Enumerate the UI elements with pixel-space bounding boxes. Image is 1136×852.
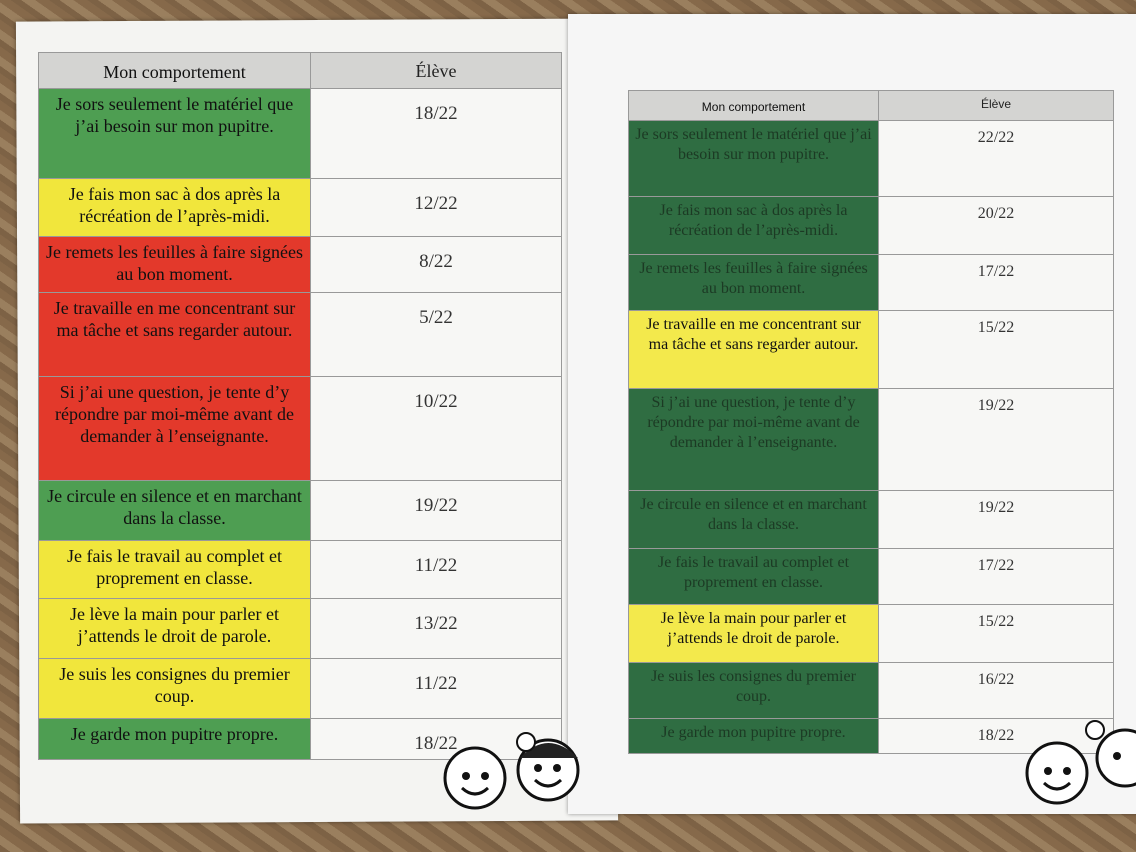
score-cell: 20/22 — [879, 197, 1113, 254]
score-cell: 10/22 — [311, 377, 561, 480]
score-cell: 19/22 — [311, 481, 561, 540]
score-cell: 11/22 — [311, 541, 561, 598]
right-behavior-table: Mon comportement Élève Je sors seulement… — [628, 90, 1114, 754]
table-header-row: Mon comportement Élève — [629, 91, 1113, 121]
table-row: Si j’ai une question, je tente d’y répon… — [629, 389, 1113, 491]
table-row: Je travaille en me concentrant sur ma tâ… — [629, 311, 1113, 389]
behavior-cell: Je travaille en me concentrant sur ma tâ… — [39, 293, 311, 376]
kids-faces-clipart-right — [1025, 720, 1136, 805]
score-cell: 17/22 — [879, 549, 1113, 604]
behavior-cell: Je sors seulement le matériel que j’ai b… — [629, 121, 879, 196]
behavior-cell: Je fais le travail au complet et proprem… — [39, 541, 311, 598]
score-cell: 5/22 — [311, 293, 561, 376]
behavior-cell: Si j’ai une question, je tente d’y répon… — [39, 377, 311, 480]
table-header-row: Mon comportement Élève — [39, 53, 561, 89]
score-cell: 11/22 — [311, 659, 561, 718]
table-row: Je fais mon sac à dos après la récréatio… — [629, 197, 1113, 255]
score-cell: 12/22 — [311, 179, 561, 236]
table-row: Si j’ai une question, je tente d’y répon… — [39, 377, 561, 481]
behavior-cell: Je travaille en me concentrant sur ma tâ… — [629, 311, 879, 388]
behavior-cell: Je fais mon sac à dos après la récréatio… — [39, 179, 311, 236]
score-cell: 15/22 — [879, 605, 1113, 662]
behavior-cell: Je circule en silence et en marchant dan… — [629, 491, 879, 548]
kids-faces-clipart-left — [443, 732, 580, 810]
behavior-cell: Je suis les consignes du premier coup. — [39, 659, 311, 718]
score-cell: 17/22 — [879, 255, 1113, 310]
behavior-cell: Je remets les feuilles à faire signées a… — [39, 237, 311, 292]
table-row: Je sors seulement le matériel que j’ai b… — [39, 89, 561, 179]
table-row: Je suis les consignes du premier coup. 11… — [39, 659, 561, 719]
behavior-cell: Je fais mon sac à dos après la récréatio… — [629, 197, 879, 254]
table-row: Je fais le travail au complet et proprem… — [629, 549, 1113, 605]
header-behavior: Mon comportement — [629, 91, 879, 120]
table-row: Je remets les feuilles à faire signées a… — [39, 237, 561, 293]
score-cell: 13/22 — [311, 599, 561, 658]
header-student: Élève — [879, 91, 1113, 120]
table-row: Je lève la main pour parler et j’attends… — [39, 599, 561, 659]
score-cell: 22/22 — [879, 121, 1113, 196]
header-behavior: Mon comportement — [39, 53, 311, 88]
left-behavior-table: Mon comportement Élève Je sors seulement… — [38, 52, 562, 760]
table-row: Je remets les feuilles à faire signées a… — [629, 255, 1113, 311]
table-row: Je suis les consignes du premier coup. 16… — [629, 663, 1113, 719]
behavior-cell: Je sors seulement le matériel que j’ai b… — [39, 89, 311, 178]
score-cell: 18/22 — [311, 89, 561, 178]
behavior-cell: Je circule en silence et en marchant dan… — [39, 481, 311, 540]
table-row: Je circule en silence et en marchant dan… — [39, 481, 561, 541]
table-row: Je garde mon pupitre propre. 18/22 — [629, 719, 1113, 753]
score-cell: 16/22 — [879, 663, 1113, 718]
table-row: Je sors seulement le matériel que j’ai b… — [629, 121, 1113, 197]
behavior-cell: Si j’ai une question, je tente d’y répon… — [629, 389, 879, 490]
score-cell: 19/22 — [879, 389, 1113, 490]
score-cell: 15/22 — [879, 311, 1113, 388]
behavior-cell: Je lève la main pour parler et j’attends… — [39, 599, 311, 658]
behavior-cell: Je lève la main pour parler et j’attends… — [629, 605, 879, 662]
table-row: Je lève la main pour parler et j’attends… — [629, 605, 1113, 663]
behavior-cell: Je fais le travail au complet et proprem… — [629, 549, 879, 604]
behavior-cell: Je suis les consignes du premier coup. — [629, 663, 879, 718]
behavior-cell: Je garde mon pupitre propre. — [629, 719, 879, 753]
table-row: Je travaille en me concentrant sur ma tâ… — [39, 293, 561, 377]
score-cell: 8/22 — [311, 237, 561, 292]
table-row: Je fais le travail au complet et proprem… — [39, 541, 561, 599]
behavior-cell: Je remets les feuilles à faire signées a… — [629, 255, 879, 310]
score-cell: 19/22 — [879, 491, 1113, 548]
behavior-cell: Je garde mon pupitre propre. — [39, 719, 311, 759]
header-student: Élève — [311, 53, 561, 88]
table-row: Je fais mon sac à dos après la récréatio… — [39, 179, 561, 237]
table-row: Je circule en silence et en marchant dan… — [629, 491, 1113, 549]
